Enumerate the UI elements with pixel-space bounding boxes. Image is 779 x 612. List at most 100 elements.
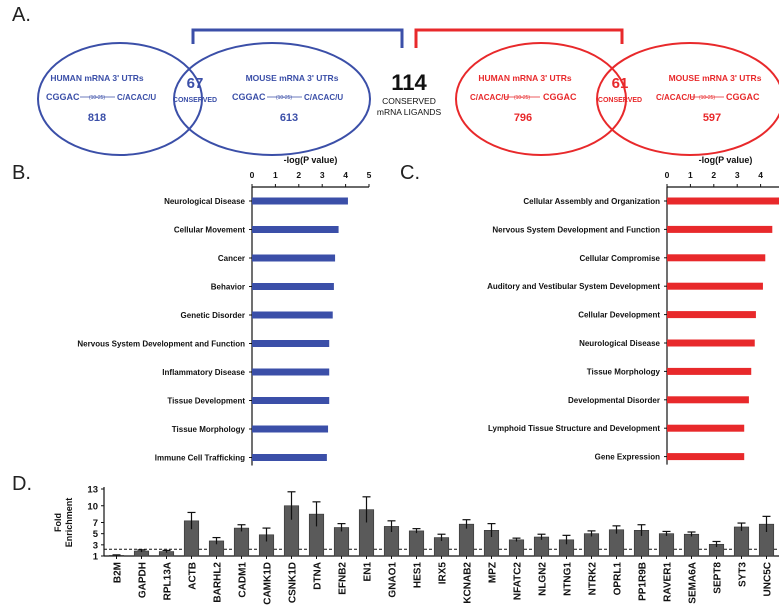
chart-c-tick-label: 4 [758, 170, 763, 180]
chart-d-ylabel-1: Fold [53, 513, 63, 532]
chart-d-ylabel-2: Enrichment [64, 498, 74, 548]
chart-d-tick-label: 13 [87, 485, 98, 496]
chart-c-bar [667, 282, 763, 290]
chart-d-category-label: SYT3 [738, 562, 749, 587]
blue-human-ellipse [37, 42, 203, 156]
chart-d-tick-label: 7 [93, 518, 98, 529]
red-right-motif-b: CGGAC [726, 92, 760, 102]
chart-b-bar [252, 283, 334, 290]
red-right-spacer: (10-25) [699, 95, 715, 101]
chart-b-tick-label: 4 [343, 170, 348, 180]
chart-c-tick-label: 3 [735, 170, 740, 180]
chart-d-category-label: NLGN2 [538, 562, 549, 596]
chart-b-tick-label: 0 [250, 170, 255, 180]
chart-d-category-label: NFATC2 [513, 562, 524, 601]
chart-d-bar [458, 523, 475, 557]
chart-c-category-label: Lymphoid Tissue Structure and Developmen… [488, 424, 660, 433]
chart-d-bar [408, 530, 425, 557]
red-overlap-label: CONSERVED [598, 97, 642, 104]
chart-d-category-label: OPRL1 [613, 562, 624, 596]
panel-letter-c: C. [400, 162, 420, 184]
chart-c: -log(P value) 0 1 2 3 4 Cellular Assembly and … [487, 155, 779, 465]
blue-left-motif-a: CGGAC [46, 92, 80, 102]
chart-c-bar [667, 396, 749, 404]
chart-d-category-label: RAVER1 [663, 562, 674, 602]
panel-letter-b: B. [12, 162, 31, 184]
chart-c-bar [667, 453, 745, 461]
chart-b-axis-title: -log(P value) [284, 155, 338, 165]
red-connector [414, 28, 624, 48]
chart-d-category-label: UNC5C [763, 562, 774, 596]
chart-d-category-label: CAMK1D [263, 562, 274, 605]
chart-c-bar [667, 311, 756, 319]
chart-c-tick-label: 0 [665, 170, 670, 180]
chart-b-category-label: Tissue Development [167, 397, 245, 406]
chart-b-category-label: Nervous System Development and Function [77, 340, 245, 349]
panel-letter-a: A. [12, 4, 31, 26]
chart-c-category-label: Nervous System Development and Function [492, 225, 660, 234]
chart-d-bar [533, 536, 550, 557]
chart-d-category-label: CADM1 [238, 562, 249, 598]
blue-right-spacer: (10-25) [276, 95, 292, 101]
blue-connector [191, 28, 404, 48]
chart-d-tick-label: 5 [93, 529, 99, 540]
red-right-count: 597 [703, 112, 721, 124]
red-human-ellipse [455, 42, 627, 156]
blue-right-title: MOUSE mRNA 3' UTRs [246, 73, 339, 83]
chart-c-axis-title: -log(P value) [699, 155, 753, 165]
chart-d-bar [508, 539, 525, 557]
chart-b-tick-label: 5 [367, 170, 372, 180]
chart-c-category-label: Cellular Development [578, 311, 660, 320]
chart-b-bar [252, 425, 329, 433]
chart-d-category-label: B2M [113, 562, 124, 583]
chart-d-bar [733, 526, 750, 557]
chart-b-bar [252, 340, 330, 347]
chart-b-category-label: Genetic Disorder [181, 311, 245, 320]
chart-d-category-label: EN1 [363, 562, 374, 582]
blue-overlap-label: CONSERVED [173, 97, 217, 104]
chart-d-bar [658, 533, 675, 557]
chart-d-category-label: GNAO1 [388, 562, 399, 598]
conserved-total-label-2: mRNA LIGANDS [377, 107, 442, 117]
chart-b-tick-label: 1 [273, 170, 278, 180]
chart-b-tick-label: 2 [296, 170, 301, 180]
chart-b-category-label: Cellular Movement [174, 226, 245, 235]
red-left-motif-a: C/ACAC/U [470, 93, 509, 102]
red-left-spacer: (10-25) [514, 95, 530, 101]
chart-b-category-label: Tissue Morphology [172, 425, 246, 434]
red-left-motif-b: CGGAC [543, 92, 577, 102]
chart-d-category-label: ACTB [188, 562, 199, 590]
chart-d-bar [233, 527, 250, 557]
chart-b-bar [252, 368, 330, 376]
chart-c-bar [667, 225, 773, 233]
chart-d-category-label: DTNA [313, 562, 324, 590]
chart-c-bar [667, 254, 766, 262]
blue-right-motif-b: C/ACAC/U [304, 93, 343, 102]
chart-b: -log(P value) 0 1 2 3 4 5 Neurological Disease C… [77, 155, 372, 466]
panel-letter-d: D. [12, 473, 32, 495]
blue-right-motif-a: CGGAC [232, 92, 266, 102]
chart-c-bar [667, 367, 752, 375]
chart-d-bar [608, 529, 625, 557]
red-overlap-count: 61 [612, 75, 629, 92]
chart-d-category-label: NTRK2 [588, 562, 599, 596]
chart-b-tick-label: 3 [320, 170, 325, 180]
chart-d-category-label: KCNAB2 [463, 562, 474, 604]
chart-d-category-label: HES1 [413, 562, 424, 589]
chart-c-category-label: Neurological Disease [579, 339, 660, 348]
red-right-title: MOUSE mRNA 3' UTRs [669, 73, 762, 83]
blue-left-spacer: (10-25) [89, 95, 105, 101]
chart-b-category-label: Immune Cell Trafficking [155, 454, 245, 463]
blue-left-title: HUMAN mRNA 3' UTRs [50, 73, 144, 83]
chart-c-category-label: Cellular Compromise [580, 254, 661, 263]
conserved-total-label-1: CONSERVED [382, 96, 436, 106]
chart-d-bar [333, 527, 350, 557]
red-mouse-ellipse [596, 42, 779, 156]
chart-d-bar [583, 533, 600, 557]
chart-d-category-label: IRX5 [438, 562, 449, 585]
chart-d-category-label: RPL13A [163, 562, 174, 600]
chart-d-category-label: CSNK1D [288, 562, 299, 603]
chart-b-bar [252, 226, 339, 233]
chart-c-category-label: Cellular Assembly and Organization [523, 197, 660, 206]
chart-d-category-label: SEPT8 [713, 562, 724, 594]
